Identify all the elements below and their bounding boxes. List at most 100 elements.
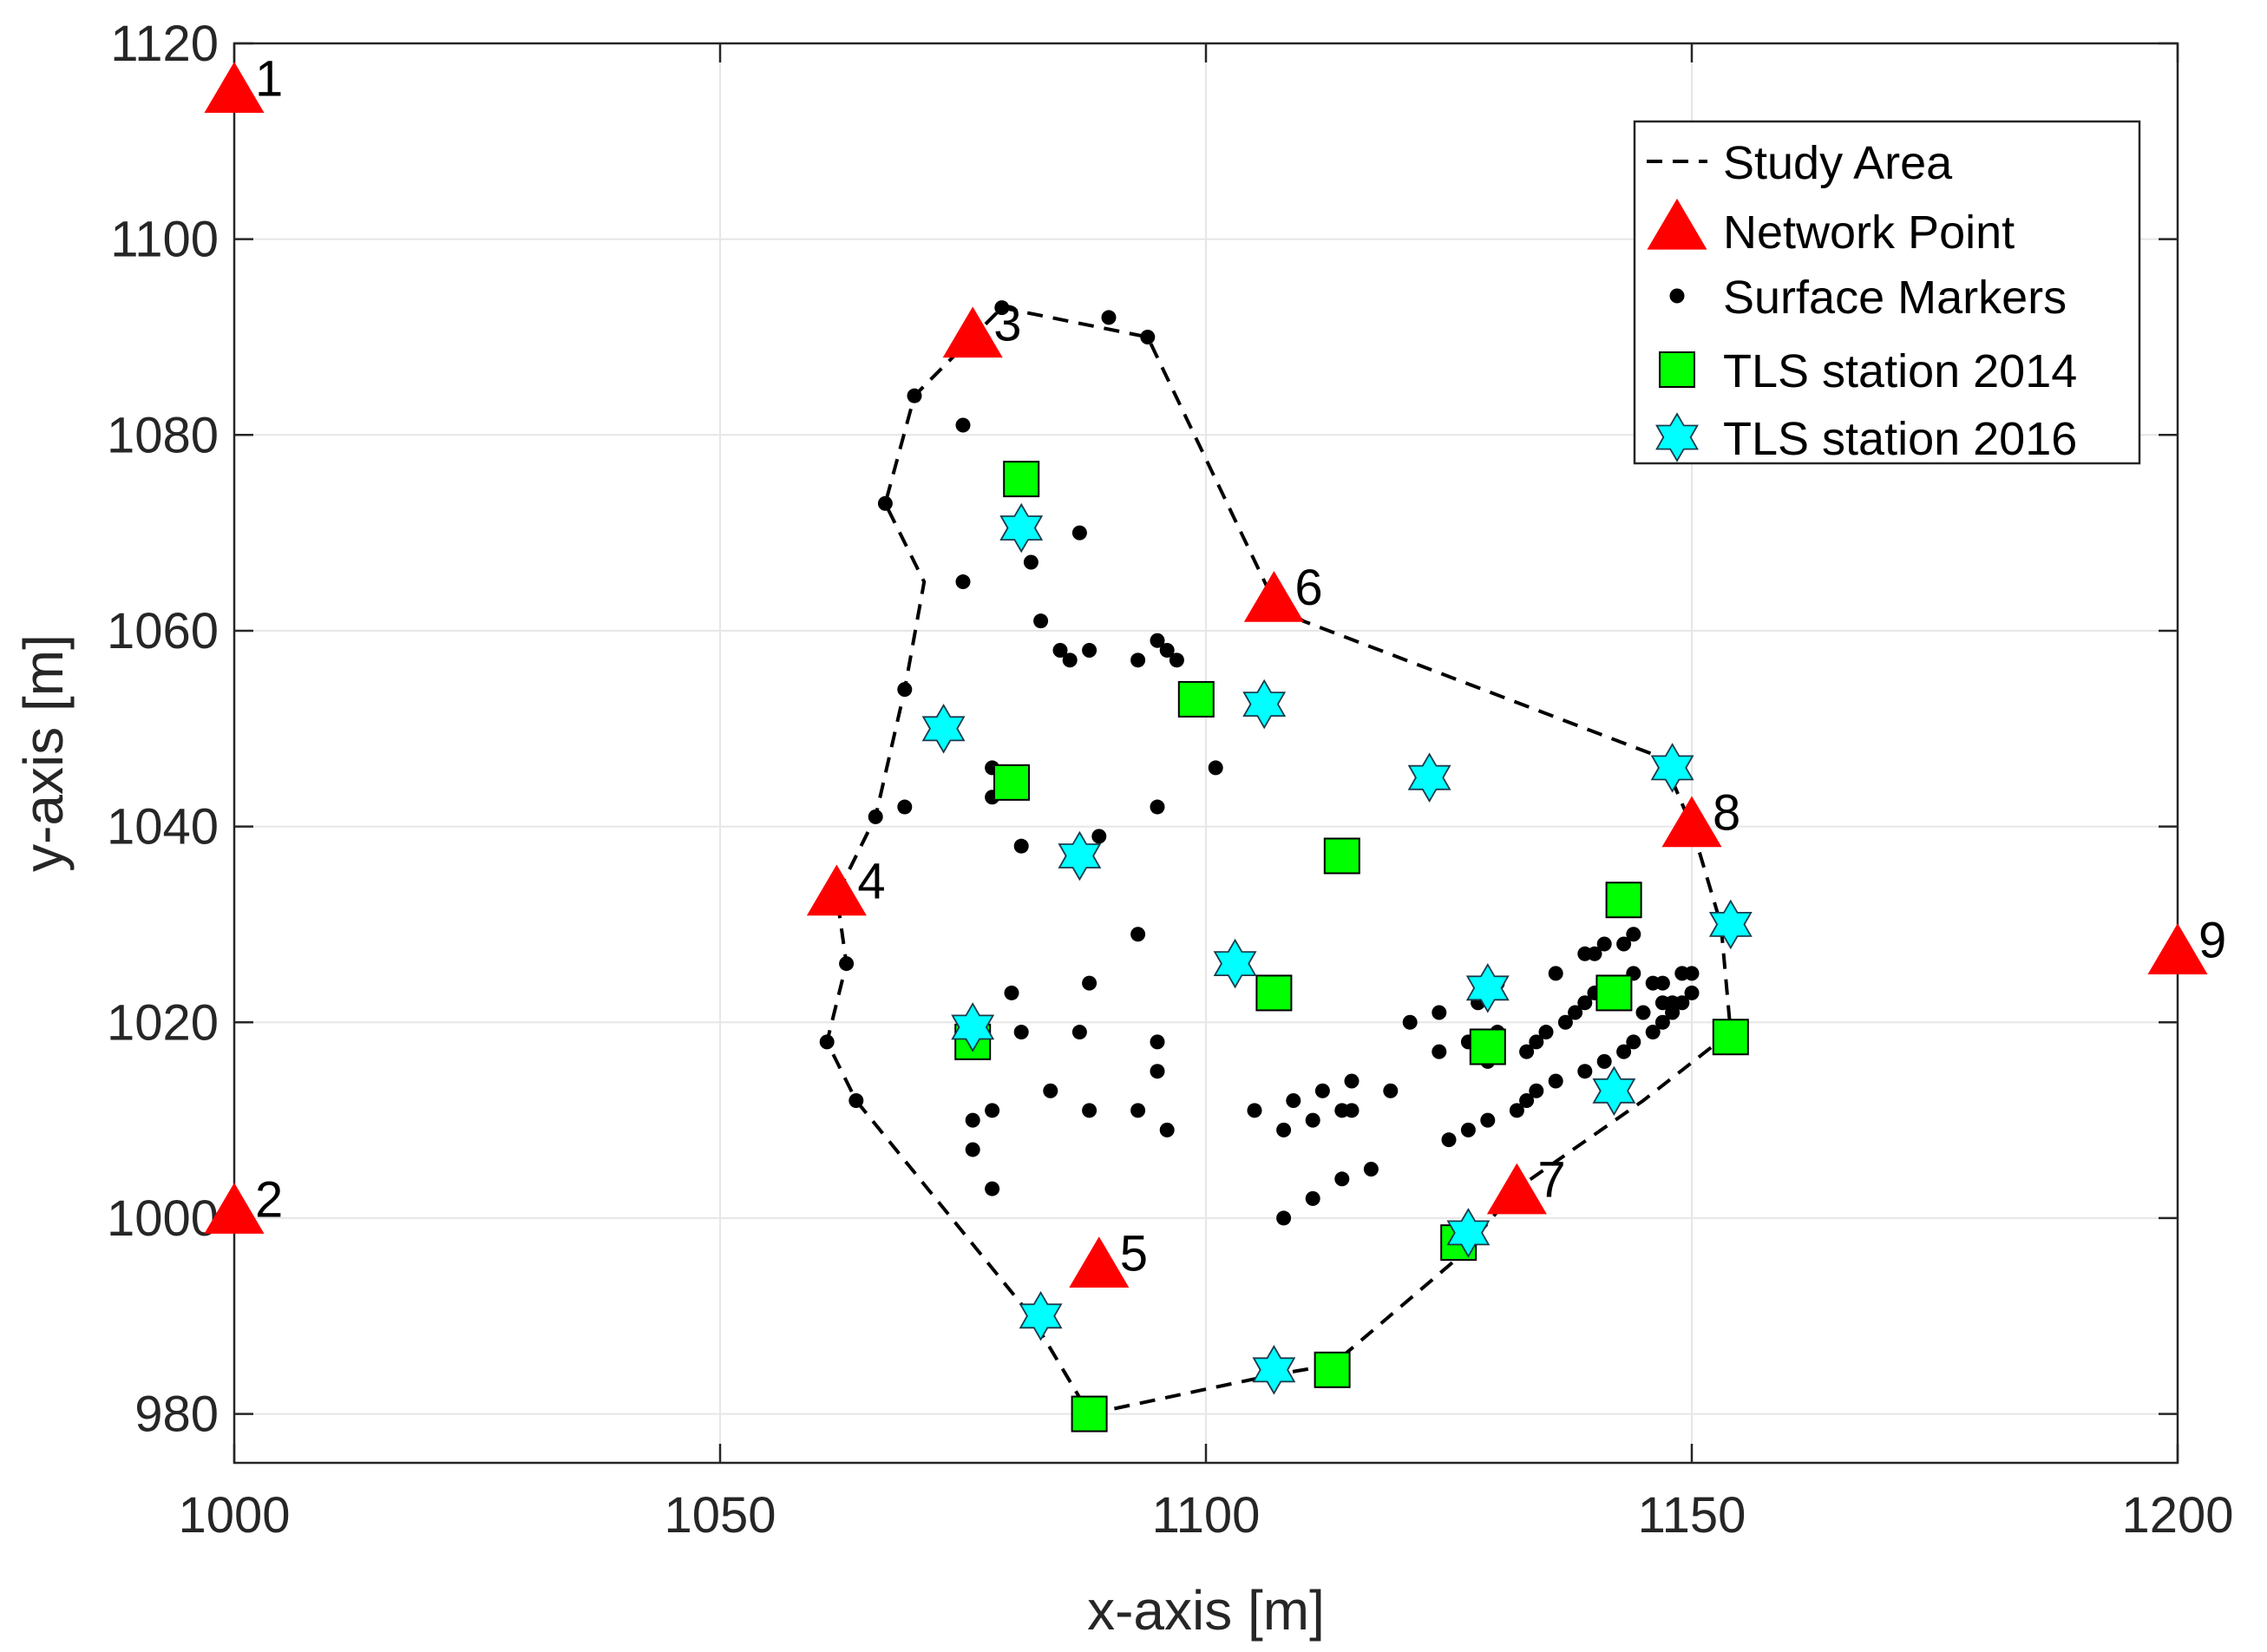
x-tick-label: 1150 [1638, 1487, 1746, 1544]
legend-label-surface-markers: Surface Markers [1723, 272, 2067, 324]
tls-station-2016 [1213, 938, 1257, 989]
surface-marker [1626, 927, 1641, 942]
legend-label-tls-2014: TLS station 2014 [1723, 345, 2077, 397]
surface-marker [1626, 1034, 1641, 1050]
surface-marker [1596, 1053, 1612, 1069]
tls-station-2016 [1465, 963, 1510, 1013]
surface-marker [1286, 1093, 1301, 1109]
surface-marker [1587, 946, 1602, 961]
tls-station-2014 [1071, 1395, 1108, 1432]
surface-marker [1004, 985, 1019, 1000]
surface-marker [1062, 652, 1078, 668]
surface-marker [1208, 760, 1223, 776]
network-point-label: 4 [857, 854, 885, 910]
network-point [204, 1183, 265, 1234]
network-point [204, 62, 265, 114]
surface-marker [1276, 1210, 1292, 1226]
legend-label-study-area: Study Area [1723, 137, 1953, 189]
tls-station-2014 [1469, 1028, 1506, 1065]
tls-station-2014 [1255, 974, 1293, 1012]
tls-station-2016 [1058, 830, 1102, 882]
surface-marker [1519, 1093, 1535, 1109]
surface-marker [1684, 985, 1700, 1000]
surface-marker [1043, 1083, 1058, 1098]
network-point-label: 6 [1294, 560, 1322, 616]
network-point [806, 864, 867, 916]
tls-station-2016 [1592, 1065, 1636, 1117]
surface-marker [1150, 799, 1165, 815]
surface-marker [897, 799, 913, 815]
surface-marker [1432, 1044, 1447, 1059]
network-point-label: 2 [255, 1171, 283, 1228]
tls-station-2016 [921, 704, 966, 754]
x-axis-title: x-axis [m] [1087, 1579, 1325, 1642]
surface-marker [1276, 1122, 1292, 1137]
surface-marker [868, 809, 883, 824]
surface-marker [1441, 1132, 1457, 1148]
surface-marker [1616, 936, 1632, 952]
surface-marker [1402, 1014, 1418, 1030]
network-point [1661, 796, 1722, 848]
surface-marker [1150, 1034, 1165, 1050]
surface-marker [1130, 927, 1146, 942]
plot-border [233, 42, 2179, 1465]
y-axis-title: y-axis [m] [12, 634, 75, 872]
surface-marker [1529, 1083, 1544, 1098]
surface-marker [1509, 1103, 1524, 1118]
surface-marker [1654, 1014, 1670, 1030]
legend-symbol-tls-2014 [1659, 351, 1695, 388]
legend-box [1633, 120, 2141, 465]
surface-marker [1596, 936, 1612, 952]
network-point [942, 306, 1003, 358]
surface-marker [985, 1181, 1000, 1196]
surface-marker [1130, 1103, 1146, 1118]
legend-label-tls-2016: TLS station 2016 [1723, 413, 2077, 465]
tls-station-2016 [1708, 899, 1753, 950]
surface-marker [1071, 1025, 1087, 1040]
surface-marker [1334, 1171, 1350, 1187]
tls-station-2016 [1650, 743, 1694, 793]
surface-marker [1082, 643, 1097, 659]
legend: Study Area Network Point Surface Markers… [1633, 120, 2141, 465]
surface-marker [1363, 1162, 1379, 1177]
surface-marker [877, 495, 893, 511]
y-tick-label: 1080 [107, 407, 219, 463]
legend-symbol-tls-2016 [1655, 412, 1699, 462]
surface-marker [1314, 1083, 1330, 1098]
surface-marker [1159, 643, 1175, 659]
axis-ticks: 1000 1050 1100 1150 120098010001020104010601… [107, 16, 2234, 1544]
surface-marker [907, 388, 922, 403]
tls-station-2014 [1595, 974, 1633, 1012]
surface-marker [1460, 1122, 1476, 1137]
surface-marker [848, 1093, 864, 1109]
y-tick-label: 980 [134, 1386, 219, 1443]
tls-station-2014 [1003, 461, 1040, 498]
surface-marker [839, 956, 855, 972]
surface-marker [1052, 643, 1068, 659]
surface-marker [1557, 1014, 1573, 1030]
legend-label-network-point: Network Point [1723, 206, 2015, 259]
surface-marker [1305, 1190, 1320, 1206]
surface-marker [1247, 1103, 1262, 1118]
surface-marker [1091, 829, 1107, 844]
y-tick-label: 1060 [107, 603, 219, 659]
surface-marker [1538, 1025, 1554, 1040]
tls-station-2016 [1242, 678, 1287, 730]
surface-marker [897, 682, 913, 698]
surface-marker [965, 1142, 980, 1157]
surface-marker [819, 1034, 835, 1050]
tls-station-2014 [1605, 882, 1642, 919]
legend-symbols [1647, 160, 1707, 462]
surface-marker [1169, 652, 1184, 668]
network-point-label: 8 [1713, 785, 1740, 842]
surface-marker [1383, 1083, 1399, 1098]
y-tick-label: 1020 [107, 994, 219, 1051]
network-point-label: 7 [1537, 1152, 1565, 1209]
surface-marker [1101, 310, 1117, 325]
plot-data: 1 2 3 4 5 6 7 8 9 [204, 50, 2226, 1432]
tls-station-2014 [1712, 1019, 1749, 1056]
network-point [1243, 570, 1304, 622]
surface-marker [1130, 652, 1146, 668]
surface-marker [1577, 995, 1593, 1011]
